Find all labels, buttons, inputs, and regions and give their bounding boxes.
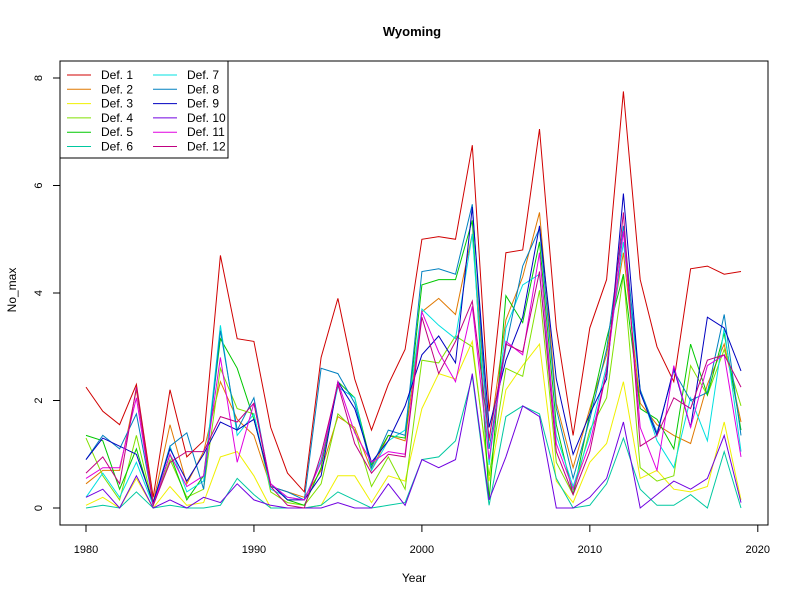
y-tick-label: 0 (33, 505, 45, 511)
series-line-def-10 (85, 373, 742, 509)
x-tick-label: 1990 (242, 544, 266, 556)
series-line-def-8 (85, 204, 742, 503)
y-tick-label: 2 (33, 397, 45, 403)
legend-label: Def. 12 (187, 140, 226, 154)
series-lines (85, 91, 742, 509)
legend-label: Def. 2 (101, 82, 133, 96)
legend-label: Def. 1 (101, 68, 133, 82)
x-tick-label: 2020 (746, 544, 770, 556)
x-tick-label: 1980 (74, 544, 98, 556)
legend-box (59, 60, 229, 159)
chart-title: Wyoming (383, 24, 441, 39)
legend-label: Def. 9 (187, 97, 219, 111)
x-axis-label: Year (402, 571, 426, 585)
series-line-def-4 (85, 274, 742, 508)
series-line-def-5 (85, 220, 742, 507)
legend-label: Def. 8 (187, 82, 219, 96)
y-tick-label: 8 (33, 75, 45, 81)
y-axis: 0 2 4 6 8 (33, 75, 61, 511)
x-tick-label: 2000 (410, 544, 434, 556)
y-tick-label: 4 (33, 290, 45, 296)
series-line-def-9 (85, 193, 742, 505)
series-line-def-1 (85, 91, 742, 498)
y-tick-label: 6 (33, 182, 45, 188)
legend-label: Def. 7 (187, 68, 219, 82)
legend-label: Def. 3 (101, 97, 133, 111)
legend-label: Def. 10 (187, 111, 226, 125)
series-line-def-12 (85, 212, 742, 509)
legend-label: Def. 6 (101, 140, 133, 154)
legend-label: Def. 4 (101, 111, 133, 125)
series-line-def-3 (85, 339, 742, 509)
y-axis-label: No_max (5, 268, 19, 313)
series-line-def-7 (85, 233, 742, 507)
x-tick-label: 2010 (578, 544, 602, 556)
legend-label: Def. 5 (101, 125, 133, 139)
legend-label: Def. 11 (187, 125, 225, 139)
x-axis: 1980 1990 2000 2010 2020 (74, 524, 770, 556)
